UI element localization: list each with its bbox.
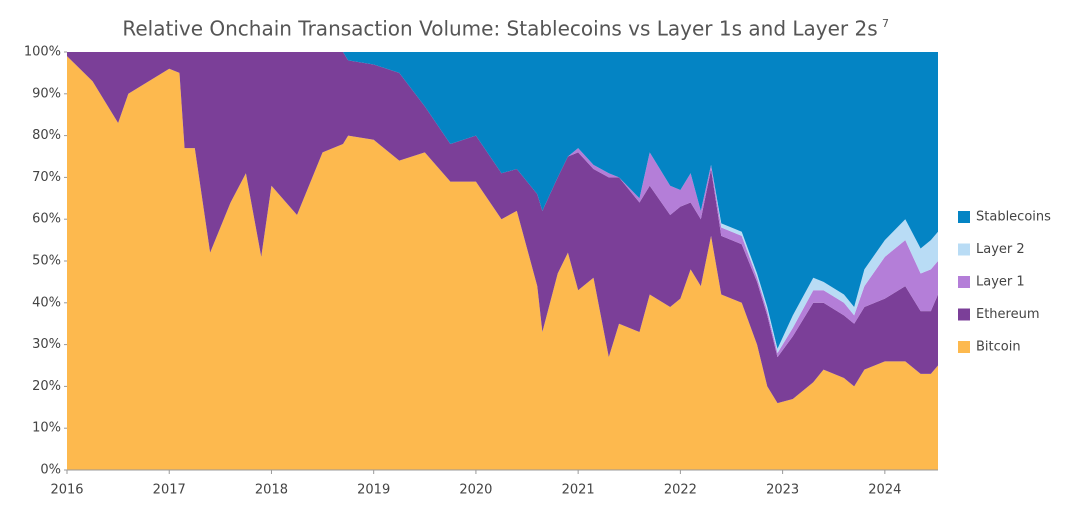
legend-label: Stablecoins (976, 210, 1051, 225)
x-tick-label: 2018 (255, 483, 288, 498)
legend-swatch (958, 341, 970, 353)
y-tick-label: 80% (32, 128, 61, 143)
legend-swatch (958, 211, 970, 223)
legend-label: Layer 2 (976, 242, 1025, 257)
legend-label: Layer 1 (976, 275, 1025, 290)
x-tick-label: 2020 (459, 483, 492, 498)
chart-title: Relative Onchain Transaction Volume: Sta… (122, 17, 877, 41)
y-tick-label: 10% (32, 421, 61, 436)
legend-swatch (958, 243, 970, 256)
y-tick-label: 70% (32, 170, 61, 185)
x-tick-label: 2023 (766, 483, 799, 498)
y-tick-label: 90% (32, 86, 61, 101)
y-tick-label: 100% (24, 45, 61, 60)
x-tick-label: 2022 (664, 483, 697, 498)
area (67, 52, 938, 349)
area (67, 52, 938, 404)
legend-swatch (958, 276, 970, 288)
legend-label: Ethereum (976, 307, 1040, 322)
y-tick-label: 40% (32, 295, 61, 310)
x-tick-label: 2021 (562, 483, 595, 498)
x-tick-label: 2024 (868, 483, 901, 498)
x-tick-label: 2016 (50, 483, 83, 498)
x-tick-label: 2019 (357, 483, 390, 498)
y-tick-label: 50% (32, 254, 61, 269)
legend-swatch (958, 308, 970, 321)
y-tick-label: 20% (32, 379, 61, 394)
title-footnote: 7 (882, 17, 889, 30)
legend-label: Bitcoin (976, 340, 1021, 355)
x-tick-label: 2017 (153, 483, 186, 498)
y-tick-label: 60% (32, 212, 61, 227)
y-tick-label: 30% (32, 337, 61, 352)
area (67, 56, 938, 471)
y-tick-label: 0% (40, 463, 61, 478)
